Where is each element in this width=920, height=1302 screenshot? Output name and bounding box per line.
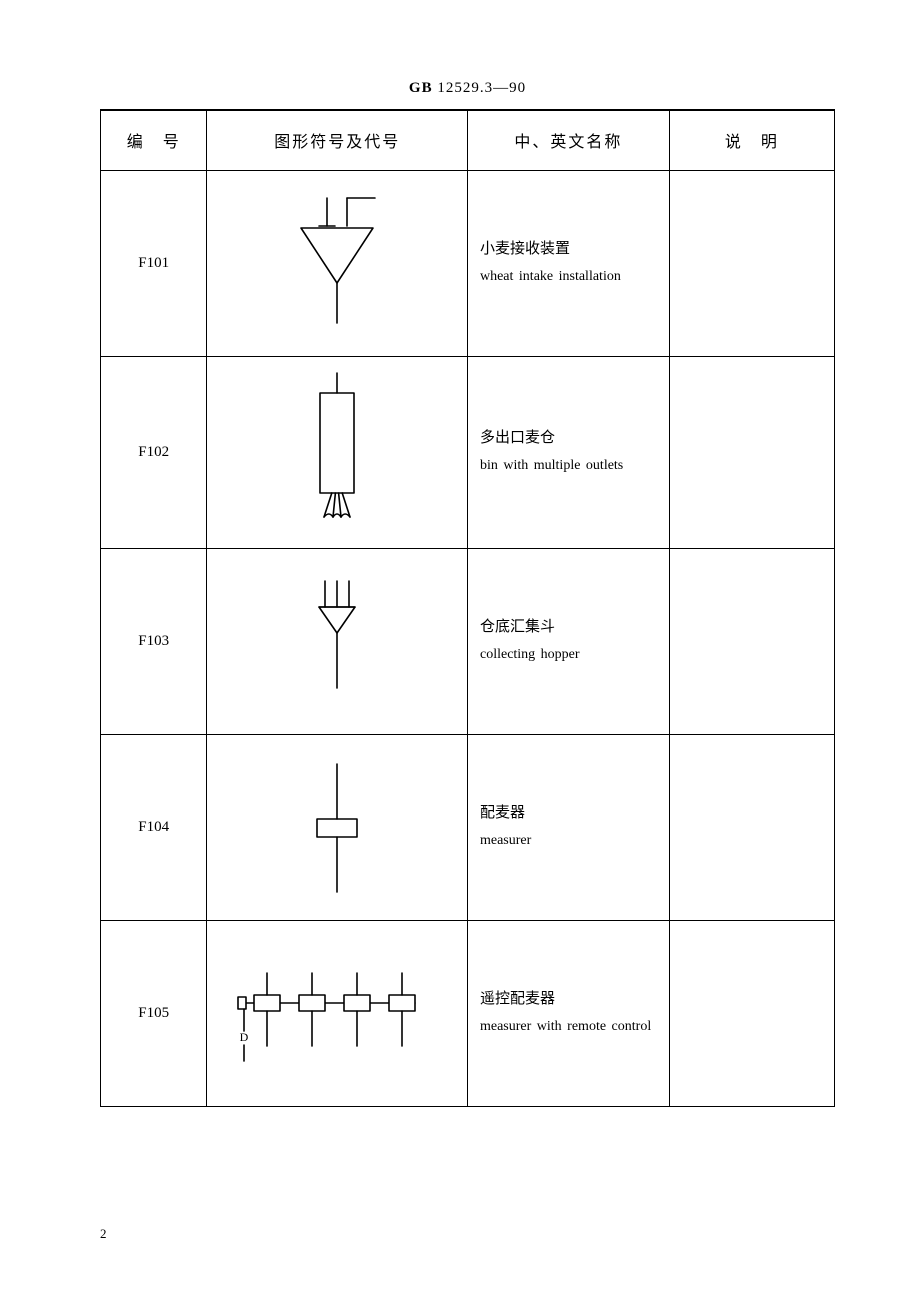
cell-name: 仓底汇集斗collecting hopper: [467, 548, 669, 734]
table-row: F103 仓底汇集斗collecting hopper: [101, 548, 835, 734]
name-english: bin with multiple out­lets: [480, 453, 657, 480]
cell-symbol: [207, 356, 468, 548]
col-header-code: 编 号: [101, 110, 207, 170]
table-row: F105 D 遥控配麦器measurer with remote control: [101, 920, 835, 1106]
col-header-desc: 说 明: [669, 110, 834, 170]
name-english: measurer with remote control: [480, 1014, 657, 1041]
cell-desc: [669, 920, 834, 1106]
cell-code: F102: [101, 356, 207, 548]
table-body: F101小麦接收装置wheat intake installa­tionF102…: [101, 170, 835, 1106]
cell-desc: [669, 170, 834, 356]
cell-code: F105: [101, 920, 207, 1106]
name-chinese: 小麦接收装置: [480, 235, 657, 264]
cell-name: 配麦器measurer: [467, 734, 669, 920]
table-header-row: 编 号 图形符号及代号 中、英文名称 说 明: [101, 110, 835, 170]
name-chinese: 遥控配麦器: [480, 985, 657, 1014]
document-page: GB 12529.3—90 编 号 图形符号及代号 中、英文名称 说 明 F10…: [0, 0, 920, 1147]
cell-code: F101: [101, 170, 207, 356]
col-header-symbol: 图形符号及代号: [207, 110, 468, 170]
cell-name: 小麦接收装置wheat intake installa­tion: [467, 170, 669, 356]
name-chinese: 多出口麦仓: [480, 424, 657, 453]
cell-name: 多出口麦仓bin with multiple out­lets: [467, 356, 669, 548]
col-header-name: 中、英文名称: [467, 110, 669, 170]
table-row: F101 小麦接收装置wheat intake installa­tion: [101, 170, 835, 356]
cell-symbol: D: [207, 920, 468, 1106]
standard-header: GB 12529.3—90: [100, 80, 835, 97]
name-chinese: 仓底汇集斗: [480, 613, 657, 642]
cell-symbol: [207, 734, 468, 920]
cell-desc: [669, 734, 834, 920]
cell-code: F104: [101, 734, 207, 920]
svg-text:D: D: [240, 1030, 249, 1044]
cell-symbol: [207, 170, 468, 356]
page-number: 2: [100, 1226, 107, 1242]
table-row: F104 配麦器measurer: [101, 734, 835, 920]
cell-name: 遥控配麦器measurer with remote control: [467, 920, 669, 1106]
symbols-table: 编 号 图形符号及代号 中、英文名称 说 明 F101 小麦接收装置wheat i…: [100, 109, 835, 1107]
cell-code: F103: [101, 548, 207, 734]
name-english: measurer: [480, 828, 657, 855]
standard-code: 12529.3—90: [437, 80, 526, 96]
cell-desc: [669, 548, 834, 734]
table-row: F102 多出口麦仓bin with multiple out­lets: [101, 356, 835, 548]
name-english: collecting hopper: [480, 642, 657, 669]
cell-symbol: [207, 548, 468, 734]
name-chinese: 配麦器: [480, 799, 657, 828]
cell-desc: [669, 356, 834, 548]
standard-prefix: GB: [409, 80, 433, 96]
name-english: wheat intake installa­tion: [480, 264, 657, 291]
